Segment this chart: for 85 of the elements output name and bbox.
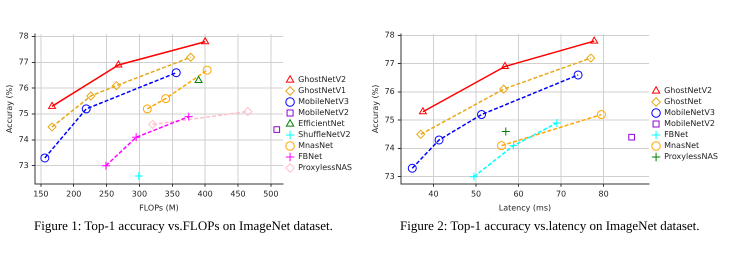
y-tick-label: 78 — [18, 32, 29, 41]
caption: Figure 2: Top-1 accuracy vs.latency on ImageNet dataset. — [400, 218, 701, 233]
point — [86, 91, 96, 100]
y-tick-label: 77 — [384, 58, 395, 68]
x-tick-label: 200 — [66, 190, 82, 199]
x-axis-title: Latency (ms) — [498, 203, 552, 212]
y-tick-label: 74 — [384, 144, 395, 153]
x-tick-label: 450 — [230, 190, 246, 199]
point — [596, 110, 606, 120]
point — [112, 81, 121, 90]
x-tick-label: 150 — [33, 190, 49, 199]
point — [408, 164, 417, 173]
legend-label: ShuffleNetV2 — [298, 130, 351, 140]
x-tick-label: 80 — [598, 190, 609, 199]
point — [469, 172, 478, 182]
legend-label: MobileNetV3 — [664, 108, 715, 118]
x-tick-label: 400 — [198, 190, 213, 199]
point — [552, 118, 562, 128]
legend-label: GhostNet — [664, 97, 702, 106]
legend-label: ProxylessNAS — [664, 152, 718, 162]
x-tick-label: 500 — [263, 190, 278, 199]
point — [134, 172, 144, 181]
point — [508, 141, 518, 150]
y-tick-label: 75 — [384, 115, 395, 124]
legend-label: MnasNet — [664, 141, 700, 150]
y-axis-title: Accuray (%) — [4, 84, 14, 134]
y-tick-label: 76 — [18, 83, 29, 92]
point — [497, 141, 506, 150]
point — [273, 126, 280, 133]
point — [202, 66, 212, 75]
point — [48, 122, 57, 132]
point — [434, 135, 444, 144]
point — [586, 54, 596, 63]
legend-label: MnasNet — [298, 141, 334, 150]
x-axis-title: FLOPs (M) — [139, 203, 179, 212]
y-tick-label: 78 — [384, 30, 395, 40]
point — [184, 112, 194, 122]
legend-label: FBNet — [298, 152, 322, 162]
point — [40, 153, 50, 162]
x-tick-label: 70 — [556, 190, 566, 199]
point — [499, 84, 508, 94]
point — [48, 102, 56, 109]
legend-label: MobileNetV2 — [664, 119, 715, 128]
point — [477, 110, 486, 120]
x-tick-label: 350 — [164, 190, 180, 199]
point — [194, 76, 203, 83]
y-tick-label: 74 — [18, 134, 29, 144]
point — [142, 104, 152, 114]
legend-label: GhostNetV2 — [664, 86, 712, 96]
point — [148, 120, 158, 129]
point — [114, 60, 122, 68]
point — [132, 132, 141, 142]
point — [186, 52, 196, 62]
y-tick-label: 75 — [18, 109, 29, 118]
point — [161, 94, 170, 104]
y-tick-label: 73 — [384, 172, 395, 181]
x-tick-label: 40 — [428, 190, 439, 199]
point — [416, 130, 426, 139]
point — [82, 104, 91, 114]
point — [501, 127, 510, 136]
legend-label: GhostNetV2 — [298, 75, 346, 84]
legend-label: GhostNetV1 — [298, 86, 346, 96]
x-tick-label: 50 — [470, 190, 482, 199]
x-tick-label: 250 — [98, 190, 114, 199]
caption: Figure 1: Top-1 accuracy vs.FLOPs on ImageNet dataset. — [34, 218, 334, 233]
point — [628, 134, 635, 140]
legend-label: MobileNetV2 — [298, 108, 349, 118]
x-tick-label: 300 — [132, 190, 148, 199]
point — [172, 68, 181, 78]
y-tick-label: 76 — [384, 87, 395, 96]
legend-label: MobileNetV3 — [298, 97, 349, 106]
y-tick-label: 77 — [18, 57, 29, 66]
y-axis-title: Accuray (%) — [370, 84, 380, 134]
point — [574, 70, 583, 80]
x-tick-label: 60 — [513, 190, 524, 199]
y-tick-label: 73 — [18, 160, 29, 170]
legend-label: ProxylessNAS — [298, 163, 352, 172]
legend-label: EfficientNet — [298, 119, 345, 128]
legend-label: FBNet — [664, 130, 688, 140]
point — [201, 37, 210, 44]
point — [101, 161, 110, 170]
point — [500, 62, 509, 70]
point — [418, 107, 427, 114]
point — [243, 106, 252, 116]
point — [590, 36, 598, 44]
